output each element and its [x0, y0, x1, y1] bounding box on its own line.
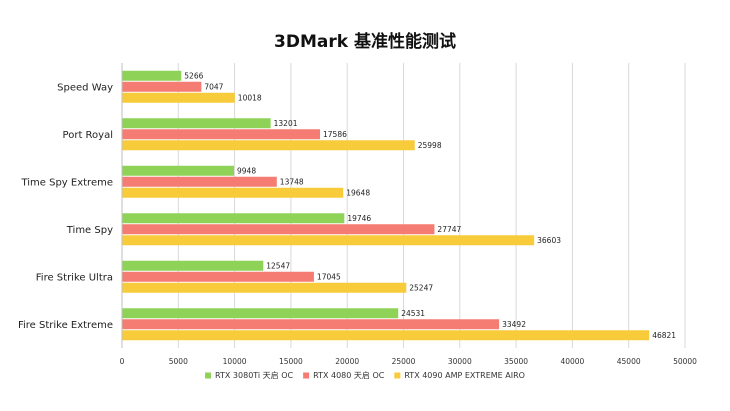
bar — [122, 176, 277, 187]
bar — [122, 330, 650, 341]
bar — [122, 187, 344, 198]
data-label: 7047 — [204, 83, 223, 92]
x-tick-label: 0 — [120, 357, 125, 366]
x-tick-label: 35000 — [504, 357, 528, 366]
data-label: 10018 — [238, 94, 262, 103]
data-label: 17586 — [323, 130, 347, 139]
data-label: 27747 — [437, 225, 461, 234]
legend: RTX 3080Ti 天启 OC RTX 4080 天启 OC RTX 4090 A… — [205, 370, 525, 380]
category-label: Fire Strike Extreme — [18, 320, 113, 331]
data-label: 19648 — [346, 189, 370, 198]
bar — [122, 81, 202, 92]
data-label: 19746 — [347, 214, 371, 223]
bar — [122, 118, 271, 129]
chart-title: 3DMark 基准性能测试 — [274, 31, 456, 52]
x-tick-label: 5000 — [169, 357, 188, 366]
bar — [122, 235, 535, 246]
bar — [122, 282, 407, 293]
category-label: Time Spy Extreme — [20, 177, 113, 188]
legend-item: RTX 4080 天启 OC — [303, 370, 385, 380]
legend-swatch — [303, 372, 310, 379]
category-label: Time Spy — [66, 225, 113, 236]
x-tick-label: 25000 — [392, 357, 416, 366]
data-label: 12547 — [266, 262, 290, 271]
data-label: 13201 — [274, 119, 298, 128]
data-label: 46821 — [652, 331, 676, 340]
bar — [122, 213, 345, 224]
data-label: 33492 — [502, 320, 526, 329]
x-tick-label: 15000 — [279, 357, 303, 366]
legend-label: RTX 4080 天启 OC — [313, 370, 385, 380]
x-tick-label: 30000 — [448, 357, 472, 366]
legend-label: RTX 3080Ti 天启 OC — [215, 370, 293, 380]
x-tick-label: 50000 — [673, 357, 697, 366]
bar — [122, 260, 264, 271]
gridlines — [121, 63, 686, 348]
bar — [122, 140, 415, 151]
data-label: 36603 — [537, 236, 561, 245]
bar — [122, 224, 435, 235]
legend-swatch — [205, 372, 212, 379]
x-tick-label: 45000 — [617, 357, 641, 366]
data-label: 9948 — [237, 167, 256, 176]
data-label: 24531 — [401, 309, 425, 318]
bar — [122, 129, 321, 140]
data-label: 17045 — [317, 273, 341, 282]
data-label: 25247 — [409, 284, 433, 293]
data-label: 5266 — [184, 72, 203, 81]
bar — [122, 319, 500, 330]
x-tick-label: 20000 — [335, 357, 359, 366]
bar — [122, 165, 235, 176]
legend-swatch — [394, 372, 401, 379]
x-tick-label: 10000 — [223, 357, 247, 366]
bar — [122, 271, 314, 282]
data-label: 13748 — [280, 178, 304, 187]
legend-label: RTX 4090 AMP EXTREME AIRO — [404, 371, 525, 380]
x-tick-label: 40000 — [560, 357, 584, 366]
axes: 0 5000 10000 15000 20000 25000 30000 35000 40000… — [18, 63, 697, 366]
category-label: Speed Way — [57, 82, 113, 93]
legend-item: RTX 3080Ti 天启 OC — [205, 370, 294, 380]
data-label: 25998 — [418, 141, 442, 150]
category-label: Port Royal — [63, 130, 113, 141]
bar — [122, 308, 399, 319]
legend-item: RTX 4090 AMP EXTREME AIRO — [394, 371, 525, 380]
bar — [122, 92, 235, 103]
category-label: Fire Strike Ultra — [36, 272, 113, 283]
bar — [122, 70, 182, 81]
